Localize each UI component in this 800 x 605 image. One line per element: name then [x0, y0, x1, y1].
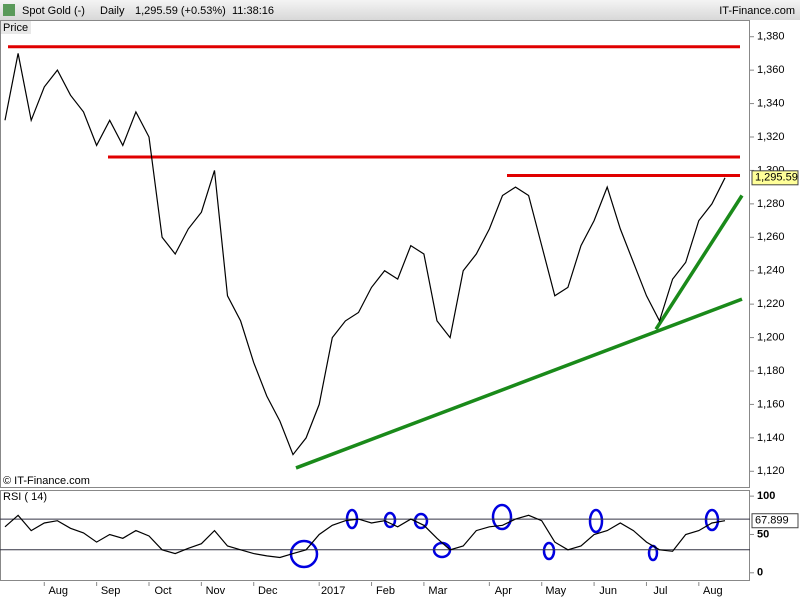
- y-tick-label: 1,280: [757, 198, 785, 210]
- x-tick-label: May: [545, 585, 566, 597]
- y-tick-label: 1,340: [757, 97, 785, 109]
- series-line: [4, 514, 726, 559]
- trend-line: [654, 194, 744, 331]
- y-tick-label: 50: [757, 528, 769, 540]
- rsi-highlights: [289, 503, 720, 569]
- panel-label: Price: [3, 22, 28, 34]
- rsi-panel: [0, 490, 750, 581]
- x-tick-label: 2017: [321, 585, 345, 597]
- y-tick-label: 1,160: [757, 398, 785, 410]
- price-panel: [0, 20, 750, 488]
- header-icon: [3, 4, 15, 16]
- y-tick-label: 1,320: [757, 131, 785, 143]
- y-tick-label: 0: [757, 567, 763, 579]
- x-tick-label: Sep: [101, 585, 121, 597]
- header-title: Spot Gold (-): [22, 5, 85, 17]
- y-tick-label: 1,140: [757, 432, 785, 444]
- header-time: 11:38:16: [232, 5, 274, 17]
- y-tick-label: 1,260: [757, 231, 785, 243]
- panel-label: RSI ( 14): [3, 491, 47, 503]
- x-tick-label: Jul: [653, 585, 667, 597]
- y-tick-label: 100: [757, 490, 775, 502]
- y-tick-label: 1,240: [757, 265, 785, 277]
- copyright: © IT-Finance.com: [3, 475, 90, 487]
- header-brand: IT-Finance.com: [719, 5, 795, 17]
- x-tick-label: Jun: [599, 585, 617, 597]
- header-quote: 1,295.59 (+0.53%): [135, 5, 226, 17]
- last-value-box: [751, 513, 799, 529]
- x-tick-label: Dec: [258, 585, 278, 597]
- last-value-label: 1,295.59: [755, 172, 798, 184]
- x-tick-label: Aug: [703, 585, 723, 597]
- x-tick-label: Apr: [495, 585, 512, 597]
- y-tick-label: 1,380: [757, 31, 785, 43]
- x-tick-label: Nov: [206, 585, 226, 597]
- header-bar: [0, 0, 800, 20]
- x-tick-label: Feb: [376, 585, 395, 597]
- x-tick-label: Mar: [428, 585, 447, 597]
- y-tick-label: 1,200: [757, 331, 785, 343]
- y-tick-label: 1,120: [757, 465, 785, 477]
- last-value-label: 67.899: [755, 515, 789, 527]
- x-tick-label: Aug: [48, 585, 68, 597]
- trend-line: [295, 297, 743, 470]
- last-value-box: [751, 170, 799, 186]
- y-tick-label: 1,220: [757, 298, 785, 310]
- panel-label-bg: [1, 21, 31, 34]
- series-line: [4, 53, 726, 456]
- y-tick-label: 1,180: [757, 365, 785, 377]
- y-tick-label: 1,360: [757, 64, 785, 76]
- x-tick-label: Oct: [154, 585, 171, 597]
- header-period: Daily: [100, 5, 125, 17]
